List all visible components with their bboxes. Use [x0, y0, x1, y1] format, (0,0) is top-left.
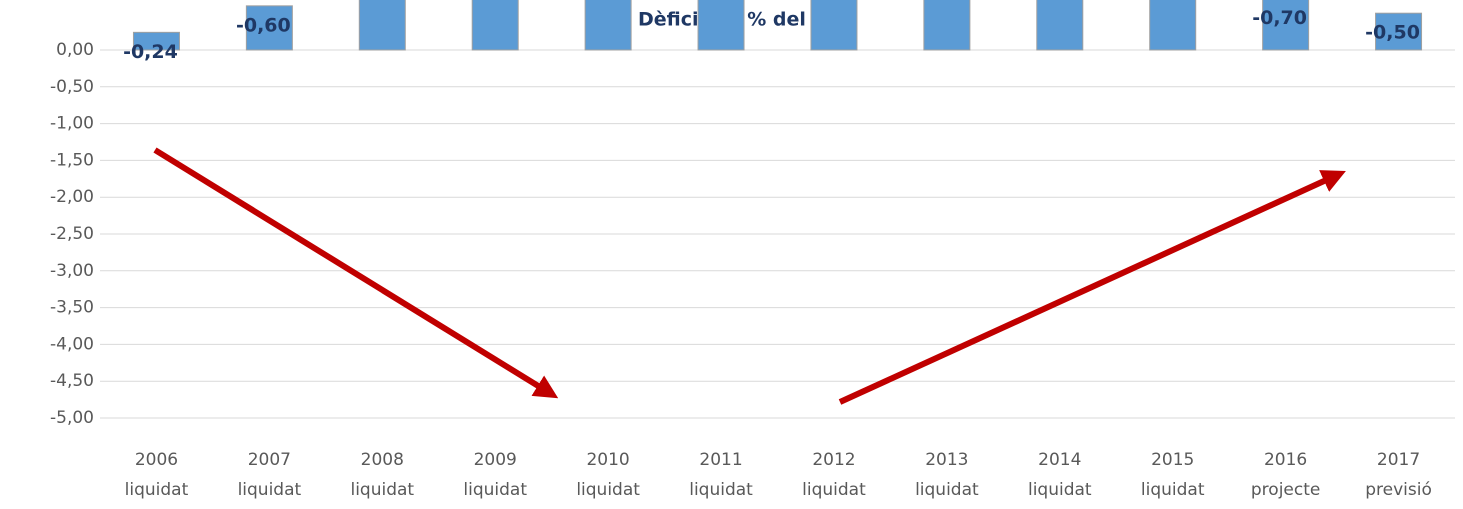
x-tick-label: previsió	[1365, 480, 1432, 500]
value-label: -0,60	[236, 14, 291, 36]
y-tick-label: -2,00	[50, 187, 94, 207]
trend-arrow	[153, 147, 559, 399]
bar	[810, 0, 858, 51]
bar	[1149, 0, 1197, 51]
bar	[1375, 12, 1423, 51]
y-tick-label: -3,00	[50, 261, 94, 281]
bar	[1262, 0, 1310, 51]
plot-area: 0,00 -0,50 -1,00 -1,50 -2,00 -2,50 -3,00 -3,50 -…	[50, 0, 1455, 500]
y-tick-label: -5,00	[50, 408, 94, 428]
x-tick-label: liquidat	[125, 480, 189, 500]
x-tick-label: liquidat	[1141, 480, 1205, 500]
trend-arrow	[838, 170, 1346, 405]
value-label: -0,70	[1252, 7, 1307, 29]
bar	[132, 31, 180, 51]
x-tick-label: 2010	[586, 450, 629, 470]
value-label: -0,24	[123, 41, 178, 63]
y-tick-label: -1,00	[50, 114, 94, 134]
x-tick-label: 2014	[1038, 450, 1081, 470]
x-tick-label: 2016	[1264, 450, 1307, 470]
x-tick-label: 2012	[812, 450, 855, 470]
x-tick-label: liquidat	[689, 480, 753, 500]
bar	[697, 0, 745, 51]
y-tick-label: 0,00	[56, 40, 94, 60]
x-tick-label: liquidat	[915, 480, 979, 500]
x-tick-label: 2013	[925, 450, 968, 470]
x-tick-label: 2007	[248, 450, 291, 470]
y-tick-label: -4,50	[50, 371, 94, 391]
x-tick-label: 2011	[699, 450, 742, 470]
x-tick-label: liquidat	[463, 480, 527, 500]
x-tick-label: 2017	[1377, 450, 1420, 470]
bar	[1036, 0, 1084, 51]
x-tick-label: 2009	[474, 450, 517, 470]
x-tick-label: liquidat	[238, 480, 302, 500]
x-tick-label: liquidat	[350, 480, 414, 500]
x-tick-label: projecte	[1251, 480, 1320, 500]
x-tick-label: 2015	[1151, 450, 1194, 470]
value-label: -0,50	[1365, 22, 1420, 44]
x-tick-label: liquidat	[1028, 480, 1092, 500]
y-tick-label: -4,00	[50, 334, 94, 354]
x-tick-label: liquidat	[802, 480, 866, 500]
y-tick-label: -3,50	[50, 298, 94, 318]
y-tick-label: -1,50	[50, 150, 94, 170]
y-tick-label: -0,50	[50, 77, 94, 97]
x-tick-label: 2008	[361, 450, 404, 470]
bar	[245, 5, 293, 51]
x-tick-label: liquidat	[576, 480, 640, 500]
x-tick-label: 2006	[135, 450, 178, 470]
bar	[358, 0, 406, 51]
y-tick-label: -2,50	[50, 224, 94, 244]
bar	[471, 0, 519, 51]
bar	[923, 0, 971, 51]
bar	[584, 0, 632, 51]
